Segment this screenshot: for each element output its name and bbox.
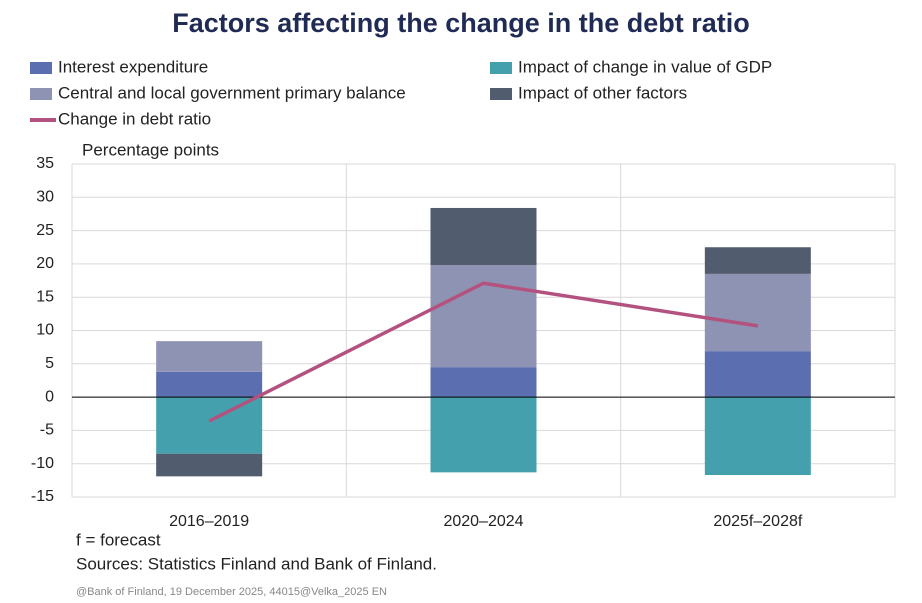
y-tick-label: 30 [36, 189, 54, 206]
y-tick-label: 15 [36, 288, 54, 305]
bar-segment [430, 265, 537, 368]
legend-label: Impact of change in value of GDP [518, 57, 772, 76]
legend-swatch [30, 62, 52, 74]
credit: @Bank of Finland, 19 December 2025, 4401… [76, 586, 387, 598]
bar-segment [704, 351, 811, 398]
bar-segment [704, 273, 811, 352]
chart-title: Factors affecting the change in the debt… [172, 8, 750, 38]
bar-segment [704, 397, 811, 476]
y-tick-label: 20 [36, 255, 54, 272]
legend-swatch [490, 62, 512, 74]
legend-label: Interest expenditure [58, 57, 208, 76]
bar-segment [156, 397, 263, 454]
legend-label: Central and local government primary bal… [58, 83, 406, 102]
x-tick-label: 2020–2024 [443, 513, 523, 530]
y-tick-label: 35 [36, 155, 54, 172]
x-tick-label: 2016–2019 [169, 513, 249, 530]
x-tick-label: 2025f–2028f [713, 513, 803, 530]
y-tick-label: -15 [31, 488, 54, 505]
y-tick-label: -10 [31, 455, 54, 472]
bar-segment [156, 341, 263, 372]
legend-label: Change in debt ratio [58, 109, 211, 128]
legend-swatch [30, 88, 52, 100]
source: Sources: Statistics Finland and Bank of … [76, 554, 437, 573]
legend-swatch [490, 88, 512, 100]
y-tick-label: 10 [36, 322, 54, 339]
bar-segment [430, 367, 537, 398]
y-tick-label: -5 [40, 422, 54, 439]
bar-segment [156, 453, 263, 477]
y-tick-label: 5 [45, 355, 54, 372]
bar-segment [704, 247, 811, 274]
footnote: f = forecast [76, 530, 161, 549]
y-tick-label: 0 [45, 388, 54, 405]
bar-segment [430, 207, 537, 266]
legend-label: Impact of other factors [518, 83, 687, 102]
y-tick-label: 25 [36, 222, 54, 239]
line-series [208, 281, 759, 423]
bar-segment [430, 397, 537, 473]
bar-segment [156, 371, 263, 398]
y-axis-label: Percentage points [82, 140, 219, 159]
